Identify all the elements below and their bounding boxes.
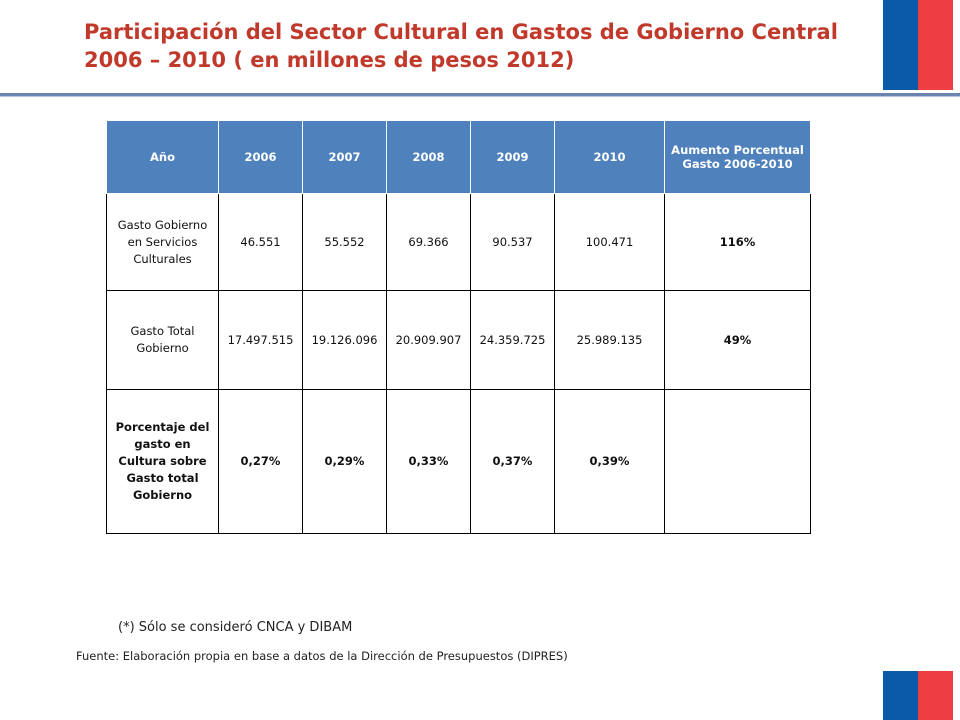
increase-cell: 116% — [664, 193, 811, 291]
table-row-culture-spending: Gasto Gobierno en Servicios Culturales 4… — [106, 193, 811, 291]
header-divider-shadow — [0, 96, 960, 97]
header-cell-year: Año — [106, 120, 219, 194]
row-label: Gasto Total Gobierno — [106, 290, 219, 390]
slide-title-line-2: 2006 – 2010 ( en millones de pesos 2012) — [84, 48, 575, 72]
table-cell: 19.126.096 — [302, 290, 387, 390]
flag-blue-stripe — [883, 0, 918, 90]
header-divider — [0, 93, 960, 96]
header-cell-2008: 2008 — [386, 120, 471, 194]
row-label: Porcentaje del gasto en Cultura sobre Ga… — [106, 389, 219, 534]
table-row-culture-share: Porcentaje del gasto en Cultura sobre Ga… — [106, 389, 811, 534]
slide-title-line-1: Participación del Sector Cultural en Gas… — [84, 20, 838, 44]
flag-blue-stripe — [883, 671, 918, 720]
table-cell: 69.366 — [386, 193, 471, 291]
table-row-total-spending: Gasto Total Gobierno 17.497.515 19.126.0… — [106, 290, 811, 390]
table-cell: 46.551 — [218, 193, 303, 291]
table-cell: 0,29% — [302, 389, 387, 534]
table-cell: 17.497.515 — [218, 290, 303, 390]
increase-cell — [664, 389, 811, 534]
flag-stripes-top — [883, 0, 953, 90]
table-cell: 0,33% — [386, 389, 471, 534]
table-cell: 24.359.725 — [470, 290, 555, 390]
header-cell-2010: 2010 — [554, 120, 665, 194]
increase-cell: 49% — [664, 290, 811, 390]
spending-table: Año 2006 2007 2008 2009 2010 Aumento Por… — [106, 120, 811, 534]
table-cell: 100.471 — [554, 193, 665, 291]
table-header-row: Año 2006 2007 2008 2009 2010 Aumento Por… — [106, 120, 811, 194]
table-cell: 55.552 — [302, 193, 387, 291]
header-cell-2009: 2009 — [470, 120, 555, 194]
table-cell: 0,37% — [470, 389, 555, 534]
table-cell: 25.989.135 — [554, 290, 665, 390]
flag-red-stripe — [918, 671, 953, 720]
table-cell: 0,39% — [554, 389, 665, 534]
flag-red-stripe — [918, 0, 953, 90]
header-cell-increase: Aumento Porcentual Gasto 2006-2010 — [664, 120, 811, 194]
slide-title: Participación del Sector Cultural en Gas… — [84, 18, 864, 74]
footnote: (*) Sólo se consideró CNCA y DIBAM — [118, 620, 353, 635]
flag-stripes-bottom — [883, 671, 953, 720]
table-cell: 0,27% — [218, 389, 303, 534]
table-cell: 20.909.907 — [386, 290, 471, 390]
source-citation: Fuente: Elaboración propia en base a dat… — [76, 649, 568, 663]
header-cell-2006: 2006 — [218, 120, 303, 194]
row-label: Gasto Gobierno en Servicios Culturales — [106, 193, 219, 291]
header-cell-2007: 2007 — [302, 120, 387, 194]
table-cell: 90.537 — [470, 193, 555, 291]
